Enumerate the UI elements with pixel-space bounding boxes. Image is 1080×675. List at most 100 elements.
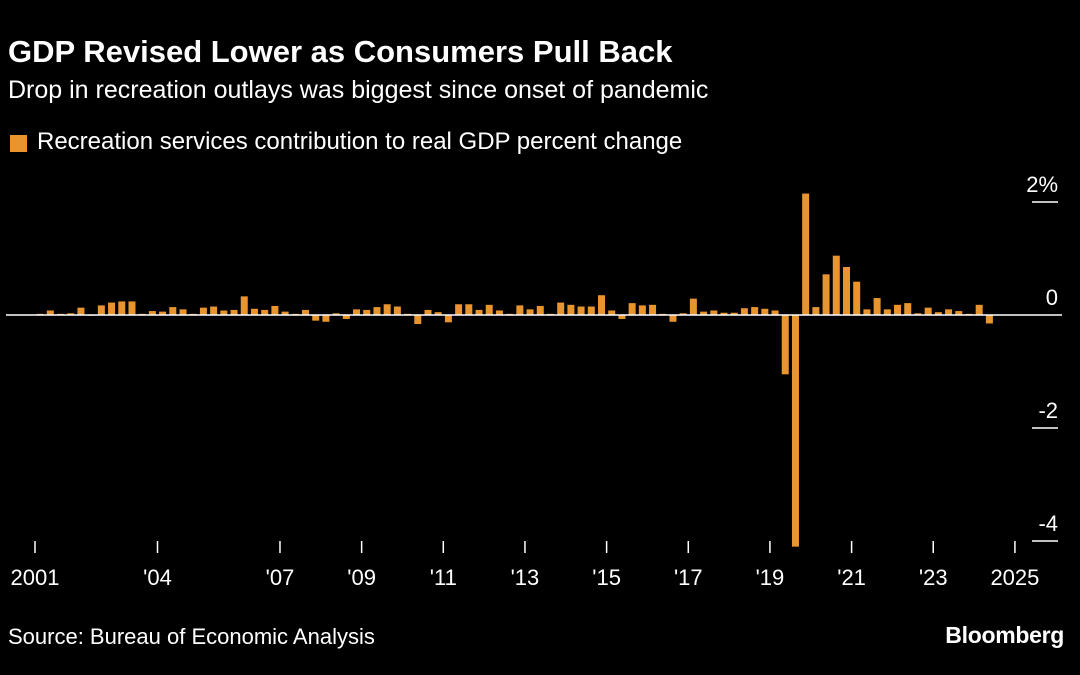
- bar: [179, 309, 187, 315]
- bar: [414, 315, 422, 325]
- bar: [853, 281, 861, 315]
- x-tick-label: '21: [837, 565, 866, 590]
- chart-subtitle: Drop in recreation outlays was biggest s…: [8, 76, 709, 104]
- bar: [567, 304, 575, 315]
- y-tick-label: 2%: [1026, 172, 1058, 197]
- bar: [77, 307, 85, 315]
- bar: [751, 307, 759, 315]
- bar: [863, 309, 871, 315]
- bar: [373, 307, 381, 315]
- bar: [322, 315, 330, 322]
- x-tick-label: 2025: [990, 565, 1039, 590]
- bar: [393, 306, 401, 315]
- bar: [822, 274, 830, 315]
- bar: [771, 310, 779, 315]
- bar: [465, 304, 473, 315]
- bar: [679, 313, 687, 315]
- bar: [883, 309, 891, 315]
- bar: [159, 311, 167, 315]
- bar: [649, 304, 657, 315]
- bar: [955, 311, 963, 315]
- bar: [791, 315, 799, 547]
- bar: [618, 315, 626, 319]
- chart-title: GDP Revised Lower as Consumers Pull Back: [8, 34, 673, 69]
- bar: [46, 310, 54, 315]
- x-tick-label: '07: [266, 565, 295, 590]
- bar: [342, 315, 350, 319]
- x-tick-label: '19: [756, 565, 785, 590]
- bar: [97, 305, 105, 315]
- bar: [904, 303, 912, 315]
- bar: [424, 309, 432, 315]
- bar: [526, 309, 534, 315]
- bar: [434, 312, 442, 315]
- x-tick-label: '09: [347, 565, 376, 590]
- bar: [108, 302, 116, 315]
- bar: [720, 312, 728, 315]
- bar: [475, 309, 483, 315]
- bar: [894, 304, 902, 315]
- bar: [455, 304, 463, 315]
- bar: [444, 315, 452, 323]
- bar: [924, 307, 932, 315]
- bar: [628, 303, 636, 315]
- y-tick-label: -4: [1038, 511, 1058, 536]
- bar: [536, 305, 544, 315]
- bar: [812, 307, 820, 315]
- bar: [587, 306, 595, 315]
- bar: [730, 312, 738, 315]
- bar: [608, 310, 616, 315]
- x-tick-label: '11: [430, 565, 457, 590]
- bar: [302, 309, 309, 315]
- bar: [148, 311, 156, 315]
- bar: [832, 255, 840, 315]
- source-note: Source: Bureau of Economic Analysis: [8, 624, 375, 649]
- bar: [118, 301, 126, 315]
- x-tick-label: '13: [511, 565, 540, 590]
- bar: [210, 306, 218, 315]
- bar: [934, 312, 942, 315]
- bar: [250, 308, 258, 315]
- chart-legend: Recreation services contribution to real…: [10, 128, 682, 156]
- x-tick-label: '17: [674, 565, 703, 590]
- bar: [128, 301, 136, 315]
- bar: [271, 305, 279, 315]
- y-tick-label: 0: [1046, 285, 1058, 310]
- bar: [353, 309, 361, 315]
- legend-swatch: [10, 134, 27, 152]
- bar: [67, 313, 75, 315]
- bar: [802, 193, 810, 315]
- bloomberg-logo: Bloomberg: [945, 622, 1064, 648]
- bar: [383, 304, 391, 315]
- x-tick-label: '15: [592, 565, 621, 590]
- bar: [740, 308, 748, 315]
- bar: [669, 315, 677, 322]
- bar: [598, 295, 606, 315]
- bar: [281, 311, 289, 315]
- bar: [240, 296, 248, 315]
- bar: [843, 266, 850, 315]
- bar: [557, 302, 565, 315]
- bar: [577, 306, 585, 315]
- y-tick-label: -2: [1038, 398, 1058, 423]
- bar: [975, 304, 983, 315]
- bar: [516, 305, 524, 315]
- bar: [199, 307, 207, 315]
- legend-label: Recreation services contribution to real…: [37, 128, 683, 155]
- x-tick-label: 2001: [11, 565, 60, 590]
- bar: [332, 313, 340, 315]
- bar: [261, 309, 269, 315]
- bar: [781, 315, 789, 375]
- bar: [914, 313, 922, 315]
- bar: [700, 311, 708, 315]
- bar: [945, 309, 953, 315]
- bar: [312, 315, 320, 321]
- bar: [363, 309, 371, 315]
- bar: [220, 310, 228, 315]
- bar: [985, 315, 993, 324]
- bar: [169, 307, 177, 315]
- bar: [230, 309, 238, 315]
- bar: [495, 310, 503, 315]
- x-tick-label: '04: [143, 565, 172, 590]
